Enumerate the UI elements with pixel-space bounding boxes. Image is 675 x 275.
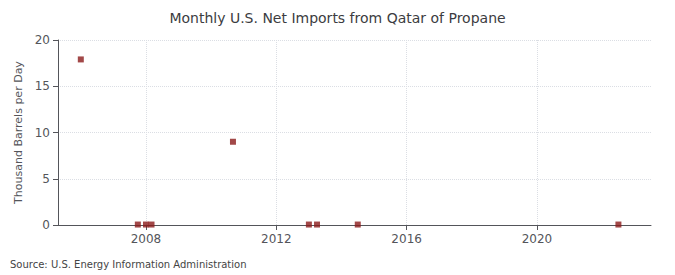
svg-text:2008: 2008: [131, 232, 162, 246]
svg-text:20: 20: [35, 33, 50, 47]
svg-text:0: 0: [42, 218, 50, 232]
svg-text:2012: 2012: [261, 232, 292, 246]
svg-text:15: 15: [35, 79, 50, 93]
svg-text:10: 10: [35, 126, 50, 140]
svg-text:5: 5: [42, 172, 50, 186]
svg-text:Monthly U.S. Net Imports from: Monthly U.S. Net Imports from Qatar of P…: [169, 10, 505, 26]
svg-text:Thousand Barrels per Day: Thousand Barrels per Day: [12, 61, 25, 205]
svg-text:2020: 2020: [522, 232, 553, 246]
svg-text:2016: 2016: [391, 232, 422, 246]
svg-text:Source: U.S. Energy Informatio: Source: U.S. Energy Information Administ…: [10, 259, 247, 270]
